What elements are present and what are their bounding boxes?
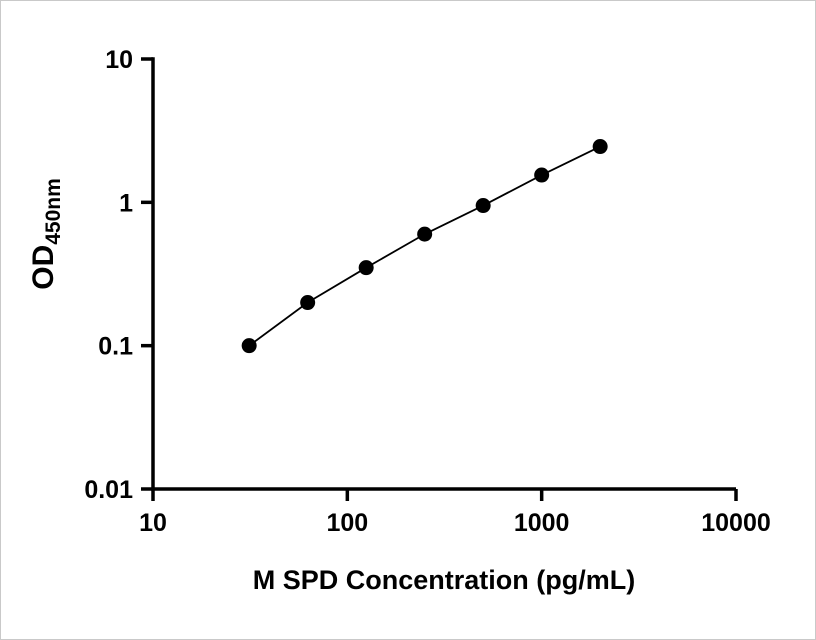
axis-spines <box>151 57 736 491</box>
data-point <box>534 167 550 183</box>
y-tick-label: 0.1 <box>98 333 133 361</box>
y-tick-label: 0.01 <box>84 476 133 504</box>
x-axis-title: M SPD Concentration (pg/mL) <box>253 565 635 595</box>
x-tick-label: 10 <box>139 509 167 537</box>
data-point <box>358 260 374 276</box>
data-point <box>475 198 491 214</box>
y-axis-title: OD450nm <box>27 178 65 290</box>
x-tick-label: 10000 <box>701 509 771 537</box>
data-point <box>417 226 433 242</box>
y-tick-label: 10 <box>105 46 133 74</box>
data-point <box>300 295 316 311</box>
data-point <box>241 338 257 354</box>
x-tick-label: 1000 <box>514 509 570 537</box>
y-axis-title-main: OD <box>27 245 60 290</box>
y-tick-label: 1 <box>119 189 133 217</box>
x-tick-label: 100 <box>326 509 368 537</box>
y-axis-title-sub: 450nm <box>42 178 65 245</box>
data-point <box>592 139 608 155</box>
plot-area: 10 100 1000 10000 10 1 0.1 0.01 <box>84 46 770 537</box>
